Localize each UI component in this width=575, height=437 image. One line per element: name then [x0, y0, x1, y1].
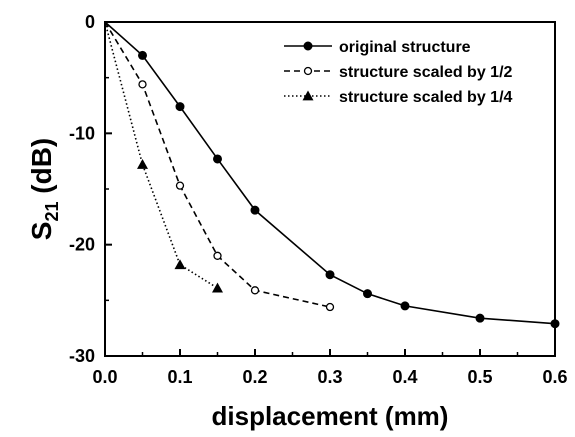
- x-tick-label: 0.5: [467, 367, 492, 387]
- data-point: [400, 301, 410, 311]
- y-tick-label: -20: [69, 235, 95, 255]
- data-point: [174, 259, 186, 270]
- legend-item: structure scaled by 1/4: [284, 89, 513, 106]
- x-tick-label: 0.3: [317, 367, 342, 387]
- y-axis-title: S21 (dB): [26, 138, 62, 240]
- data-point: [138, 50, 147, 60]
- series-3: [104, 21, 223, 293]
- series-line: [104, 21, 556, 325]
- x-tick-label: 0.0: [92, 367, 117, 387]
- series-1: [104, 21, 560, 329]
- data-point: [325, 302, 335, 312]
- x-tick-label: 0.1: [167, 367, 192, 387]
- legend-label: structure scaled by 1/2: [339, 64, 513, 81]
- series-2: [104, 21, 335, 312]
- legend-item: original structure: [284, 39, 471, 56]
- data-point: [137, 159, 148, 169]
- y-axis-title-subscript: 21: [42, 202, 62, 222]
- data-point: [325, 270, 335, 280]
- legend: original structure structure scaled by 1/…: [284, 39, 513, 106]
- data-point: [250, 286, 260, 295]
- legend-label: structure scaled by 1/4: [339, 89, 513, 106]
- legend-marker: [303, 66, 313, 76]
- data-point: [212, 282, 223, 293]
- x-tick-label: 0.4: [392, 367, 417, 387]
- y-axis-title-unit: (dB): [26, 138, 57, 202]
- data-point: [175, 102, 185, 112]
- y-axis-title-main: S: [26, 222, 57, 241]
- y-tick-label: 0: [85, 12, 95, 32]
- legend-marker: [302, 90, 314, 101]
- x-tick-label: 0.2: [242, 367, 267, 387]
- data-point: [138, 80, 147, 89]
- data-point: [475, 313, 485, 323]
- x-tick-label: 0.6: [542, 367, 567, 387]
- legend-item: structure scaled by 1/2: [284, 64, 513, 81]
- data-point: [363, 289, 372, 299]
- series-layer: [104, 21, 560, 329]
- data-point: [550, 319, 560, 329]
- y-tick-label: -30: [69, 346, 95, 366]
- axis-ticks: 0.0 0.1 0.2 0.3 0.4 0.5 0.6 0 -10 -20 -30: [69, 12, 568, 387]
- legend-marker: [303, 41, 313, 51]
- x-axis-title: displacement (mm): [212, 401, 449, 431]
- data-point: [175, 181, 185, 190]
- data-point: [213, 154, 222, 164]
- data-point: [250, 205, 260, 215]
- legend-label: original structure: [339, 39, 471, 56]
- series-line: [104, 21, 218, 289]
- y-tick-label: -10: [69, 123, 95, 143]
- data-point: [213, 251, 222, 260]
- series-line: [104, 21, 331, 308]
